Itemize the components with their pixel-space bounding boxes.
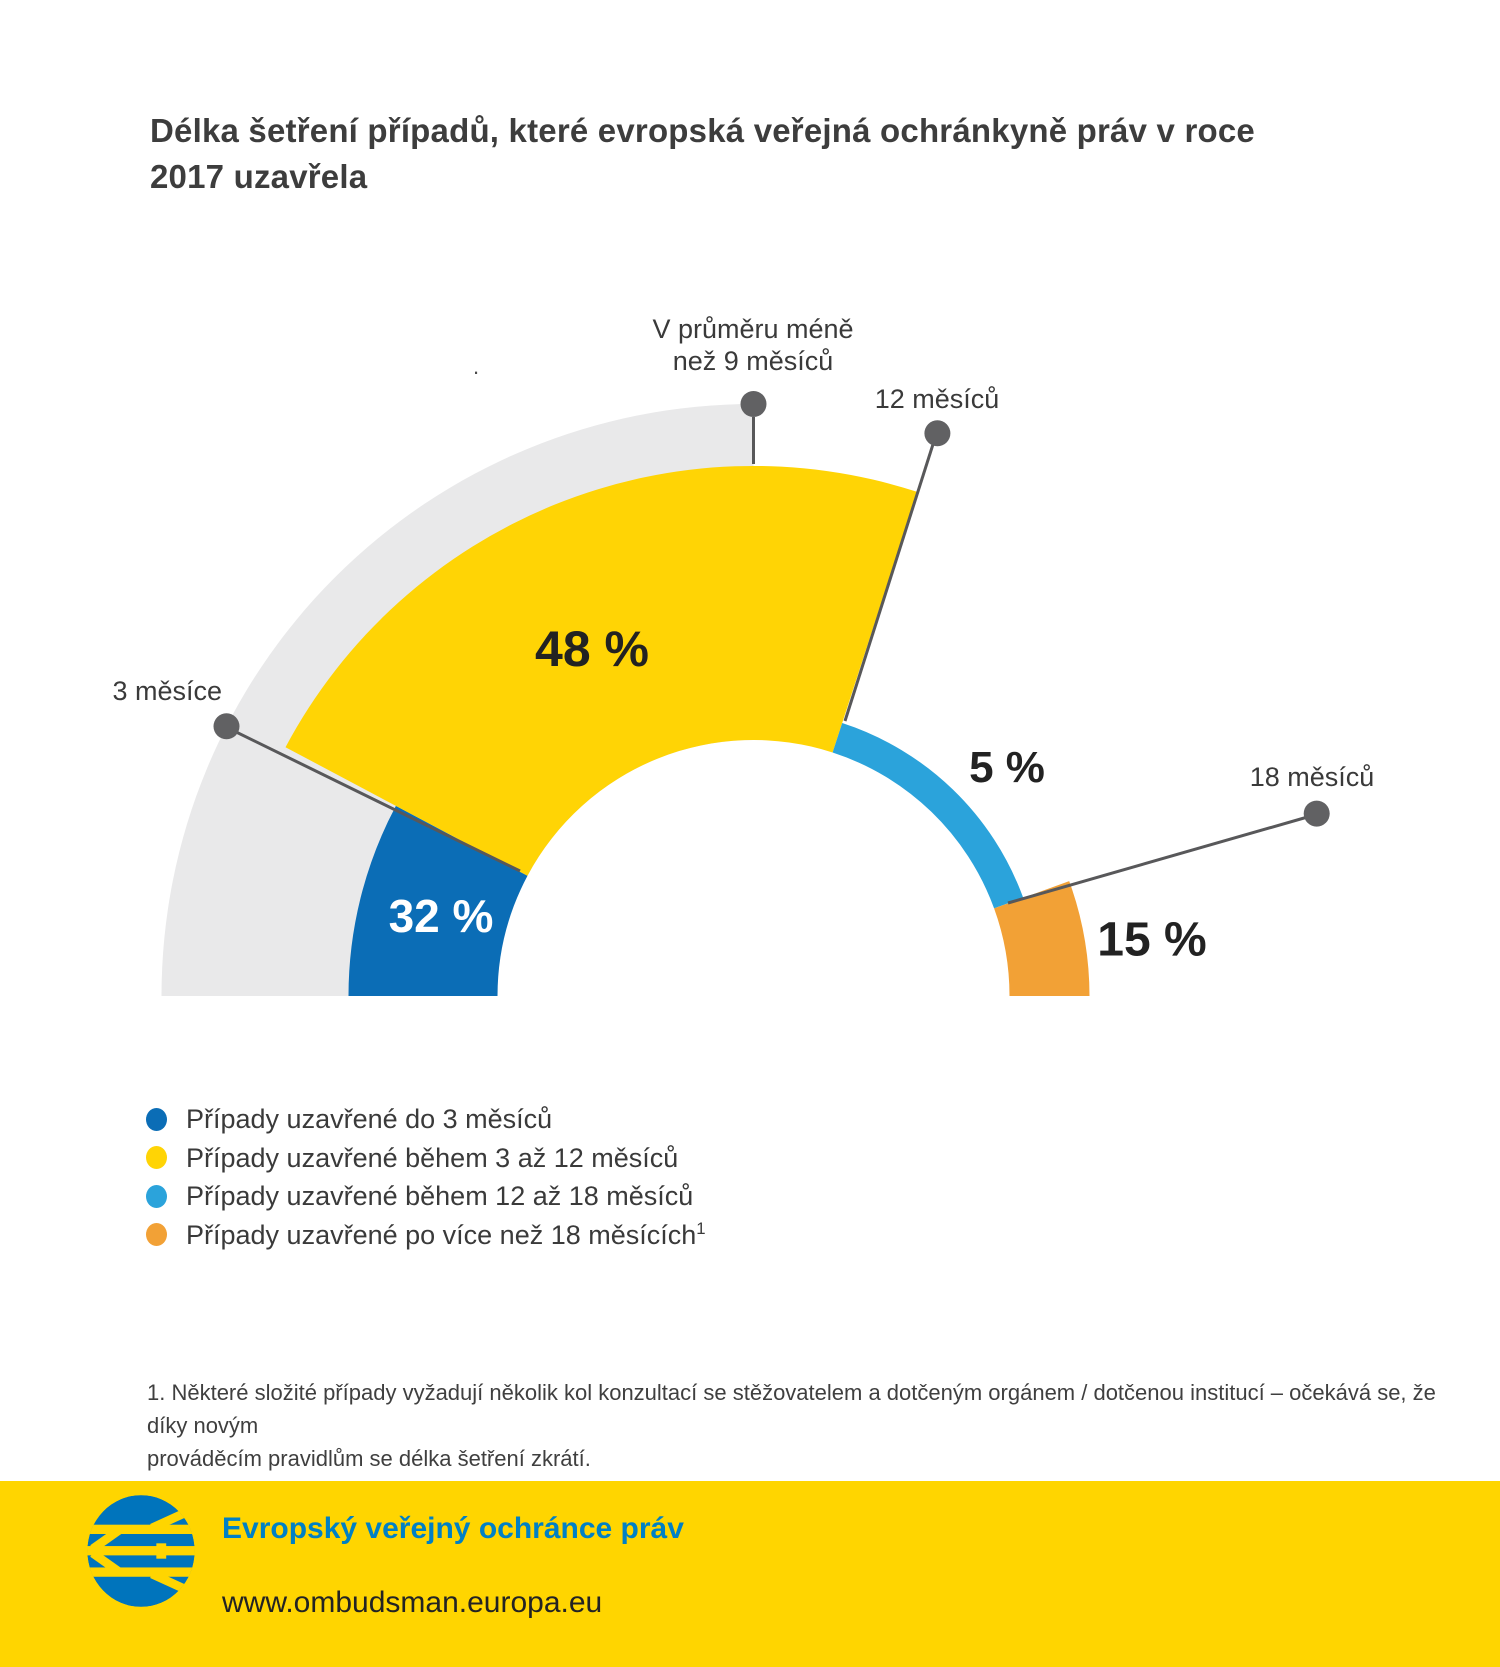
stray-period-mark: . bbox=[473, 354, 480, 379]
legend-item: Případy uzavřené během 12 až 18 měsíců bbox=[146, 1177, 706, 1216]
segment-value-label-yellow: 48 % bbox=[535, 621, 649, 677]
ombudsman-logo-icon bbox=[87, 1495, 195, 1607]
legend-label: Případy uzavřené do 3 měsíců bbox=[186, 1104, 553, 1135]
gauge-segment bbox=[832, 723, 1024, 909]
leader-line bbox=[1007, 814, 1312, 905]
organization-name: Evropský veřejný ochránce práv bbox=[222, 1512, 684, 1545]
legend-dot bbox=[146, 1107, 167, 1131]
legend-label: Případy uzavřené během 12 až 18 měsíců bbox=[186, 1181, 694, 1212]
marker-dot bbox=[740, 391, 767, 417]
legend-item: Případy uzavřené po více než 18 měsících… bbox=[146, 1216, 706, 1255]
legend-dot bbox=[146, 1223, 167, 1247]
legend-dot bbox=[146, 1184, 167, 1208]
marker-label-18-months: 18 měsíců bbox=[1249, 762, 1375, 792]
leader-line bbox=[229, 727, 521, 873]
legend-item: Případy uzavřené do 3 měsíců bbox=[146, 1100, 706, 1139]
website-url: www.ombudsman.europa.eu bbox=[222, 1586, 603, 1619]
legend-item: Případy uzavřené během 3 až 12 měsíců bbox=[146, 1139, 706, 1178]
segment-value-label-orange: 15 % bbox=[1097, 913, 1207, 967]
marker-label-12-months: 12 měsíců bbox=[874, 384, 1000, 414]
marker-label-3-months: 3 měsíce bbox=[112, 676, 222, 706]
footer: Evropský veřejný ochránce práv www.ombud… bbox=[0, 1481, 1500, 1667]
marker-dot bbox=[213, 713, 240, 740]
marker-dot bbox=[924, 420, 951, 447]
legend-label: Případy uzavřené po více než 18 měsících bbox=[186, 1219, 697, 1250]
legend: Případy uzavřené do 3 měsíců Případy uza… bbox=[146, 1100, 706, 1254]
leader-line bbox=[843, 437, 937, 722]
gauge-segment bbox=[285, 465, 918, 876]
legend-footnote-ref: 1 bbox=[696, 1218, 706, 1238]
marker-dot bbox=[1303, 800, 1330, 827]
marker-label-average-9-months: V průměru méně než 9 měsíců bbox=[652, 314, 854, 376]
legend-dot bbox=[146, 1146, 167, 1170]
footnote: 1. Některé složité případy vyžadují něko… bbox=[147, 1380, 1436, 1471]
segment-value-label-blue: 32 % bbox=[388, 890, 494, 942]
gauge-segment bbox=[994, 881, 1090, 996]
page-title: Délka šetření případů, které evropská ve… bbox=[150, 112, 1255, 196]
legend-label: Případy uzavřené během 3 až 12 měsíců bbox=[186, 1142, 679, 1173]
segment-value-label-lightblue: 5 % bbox=[969, 743, 1045, 792]
